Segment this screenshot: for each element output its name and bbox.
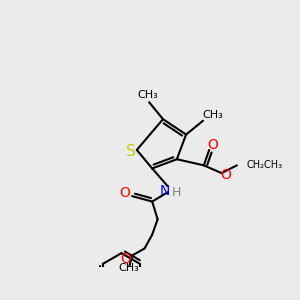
- Text: CH₃: CH₃: [137, 89, 158, 100]
- Text: CH₃: CH₃: [202, 110, 223, 119]
- Text: O: O: [119, 186, 130, 200]
- Text: O: O: [207, 138, 218, 152]
- Text: O: O: [121, 252, 131, 266]
- Text: N: N: [159, 184, 170, 198]
- Text: O: O: [221, 168, 232, 182]
- Text: S: S: [126, 144, 136, 159]
- Text: H: H: [172, 186, 182, 199]
- Text: CH₂CH₃: CH₂CH₃: [246, 160, 282, 170]
- Text: CH₃: CH₃: [118, 263, 139, 273]
